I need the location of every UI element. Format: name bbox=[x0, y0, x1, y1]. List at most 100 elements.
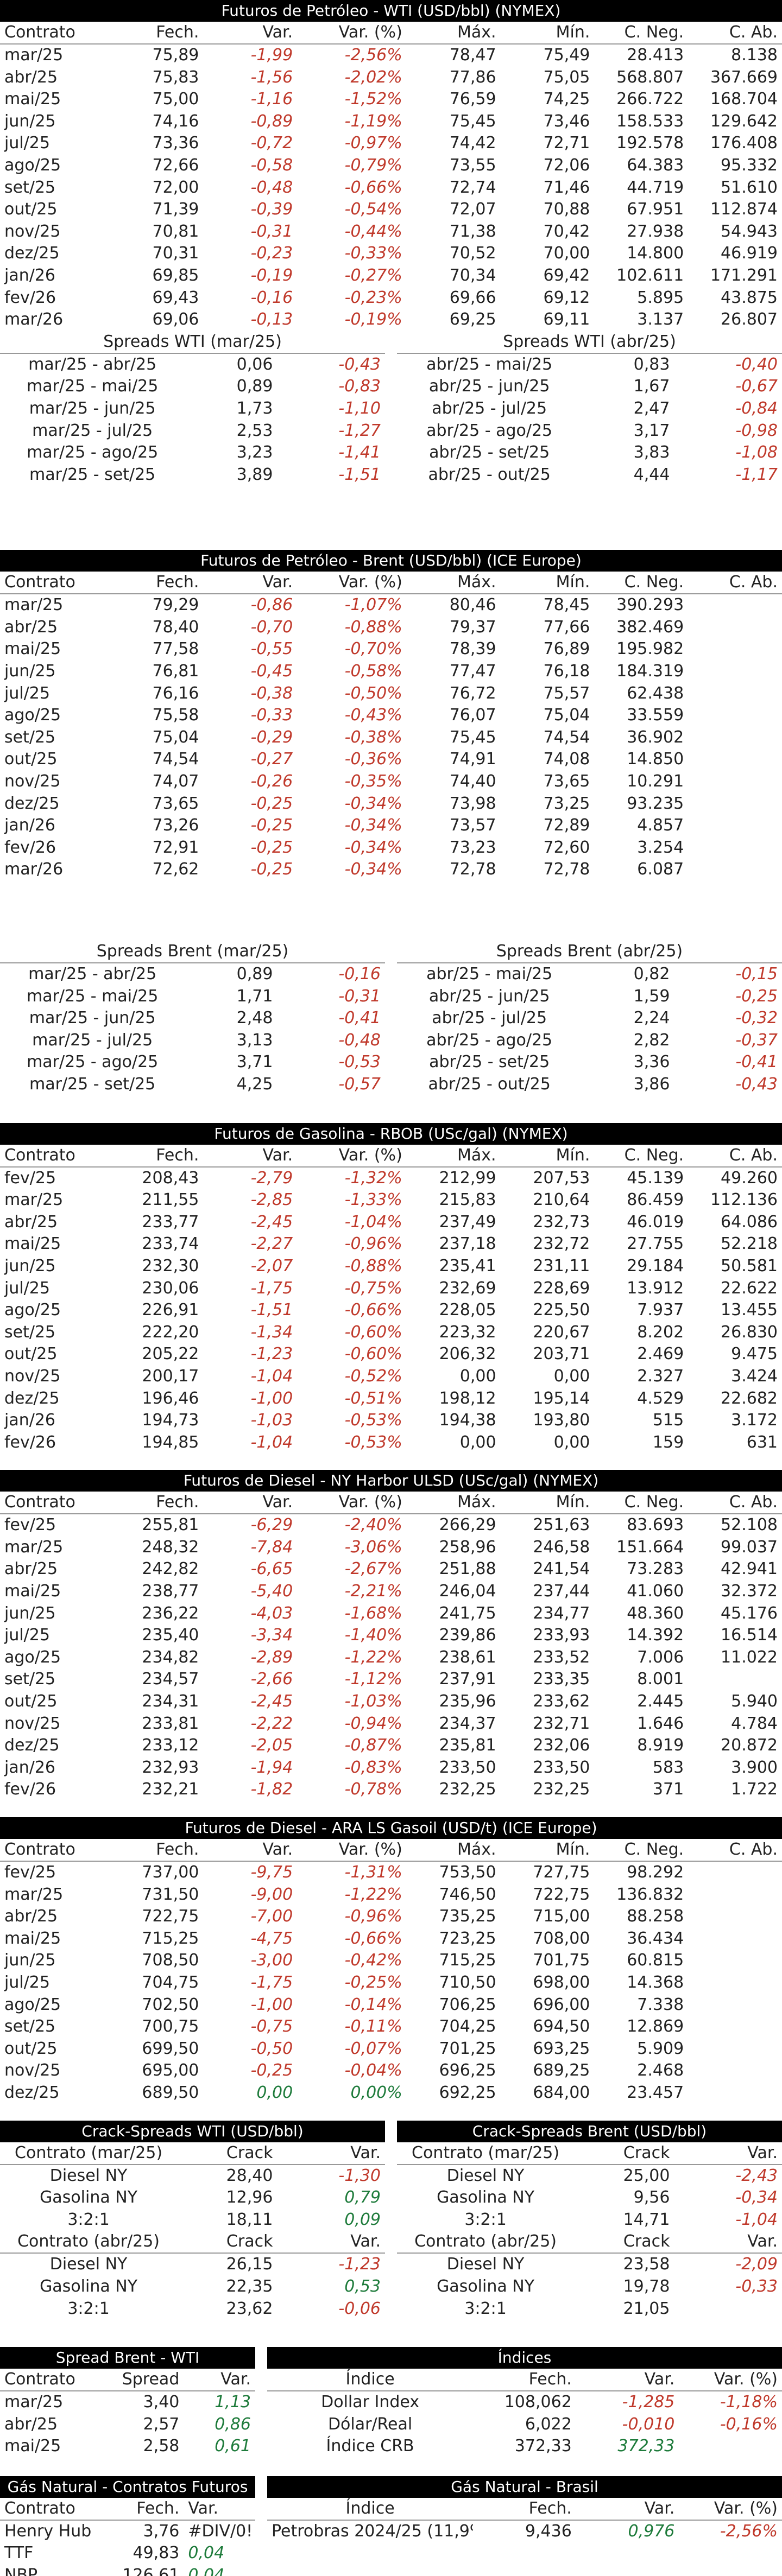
table-cell: 237,18 bbox=[439, 1234, 496, 1254]
col-header: Crack bbox=[177, 2142, 278, 2165]
spread-cell: mar/25 - ago/25 bbox=[27, 1052, 159, 1072]
table-cell: -0,55 bbox=[250, 639, 293, 659]
spread-cell: abr/25 - out/25 bbox=[428, 1074, 551, 1094]
table-cell: 235,41 bbox=[439, 1256, 496, 1276]
table-cell: 3:2:1 bbox=[67, 2299, 110, 2318]
table-cell: 10.291 bbox=[627, 772, 684, 791]
spread-cell: abr/25 - mai/25 bbox=[426, 354, 553, 374]
brent-row: jul/25 76,16 -0,38 -0,50% 76,72 75,57 62.438 bbox=[0, 683, 782, 705]
table-cell: 93.235 bbox=[627, 794, 684, 813]
table-cell: Henry Hub bbox=[4, 2521, 92, 2541]
table-cell: 43.875 bbox=[721, 288, 778, 307]
table-cell: -0,35% bbox=[344, 772, 402, 791]
table-cell: 708,50 bbox=[142, 1951, 199, 1970]
spread-cell: mar/25 - jul/25 bbox=[32, 1030, 153, 1050]
table-cell: -2,05 bbox=[250, 1736, 293, 1755]
col-header: Contrato bbox=[0, 1839, 110, 1862]
spread-row: abr/25 - ago/25 2,82 -0,37 bbox=[397, 1030, 782, 1052]
table-cell bbox=[688, 2060, 782, 2082]
table-cell: -0,48 bbox=[250, 177, 293, 197]
table-row: Gasolina NY 19,78 -0,33 bbox=[397, 2276, 782, 2298]
table-cell: -0,88% bbox=[344, 1256, 402, 1276]
brent-row: nov/25 74,07 -0,26 -0,35% 74,40 73,65 10.291 bbox=[0, 771, 782, 793]
table-cell: 52.218 bbox=[721, 1234, 778, 1254]
table-cell: 70,81 bbox=[152, 221, 199, 241]
table-cell: 0,09 bbox=[344, 2210, 381, 2229]
col-header: Var. (%) bbox=[297, 1839, 407, 1862]
table-cell: 51.610 bbox=[721, 177, 778, 197]
table-cell: 23,62 bbox=[226, 2299, 273, 2318]
table-row: Gasolina NY 22,35 0,53 bbox=[0, 2276, 385, 2298]
table-cell: 192.578 bbox=[616, 134, 684, 153]
table-cell: jul/25 bbox=[4, 1278, 50, 1298]
spread-cell: 0,06 bbox=[236, 354, 273, 374]
table-cell: abr/25 bbox=[4, 1559, 58, 1579]
table-cell: 1.646 bbox=[637, 1714, 684, 1733]
table-cell: -0,25 bbox=[250, 794, 293, 813]
spread-cell: -0,41 bbox=[735, 1052, 778, 1072]
col-header: Mín. bbox=[500, 22, 595, 45]
table-cell: -3,00 bbox=[250, 1951, 293, 1970]
table-cell: 48.360 bbox=[627, 1603, 684, 1623]
table-cell: 3:2:1 bbox=[464, 2299, 507, 2318]
table-cell: 731,50 bbox=[142, 1885, 199, 1904]
brent-spreads-left-title: Spreads Brent (mar/25) bbox=[0, 941, 385, 963]
col-header: Fech. bbox=[473, 2369, 576, 2392]
col-header: Var. bbox=[576, 2497, 679, 2521]
table-cell bbox=[688, 1861, 782, 1884]
table-cell: -1,12% bbox=[344, 1670, 402, 1689]
table-cell: 226,91 bbox=[142, 1300, 199, 1320]
table-cell: 14.800 bbox=[627, 244, 684, 263]
col-header: Var. bbox=[203, 572, 298, 595]
table-cell: 75,57 bbox=[543, 683, 590, 703]
table-cell: 737,00 bbox=[142, 1863, 199, 1882]
table-cell: 41.060 bbox=[627, 1582, 684, 1601]
table-cell: 52.108 bbox=[721, 1515, 778, 1535]
table-cell: mai/25 bbox=[4, 639, 61, 659]
brent-row: fev/26 72,91 -0,25 -0,34% 73,23 72,60 3.254 bbox=[0, 837, 782, 859]
col-header: Contrato bbox=[0, 1492, 110, 1515]
table-row: Gasolina NY 12,96 0,79 bbox=[0, 2187, 385, 2209]
col-header: Mín. bbox=[500, 1492, 595, 1515]
spread-row: abr/25 - mai/25 0,83 -0,40 bbox=[397, 354, 782, 376]
table-cell: 689,25 bbox=[533, 2061, 590, 2080]
table-cell: Diesel NY bbox=[446, 2166, 525, 2185]
col-header: Var. bbox=[203, 1492, 298, 1515]
table-cell: 722,75 bbox=[533, 1885, 590, 1904]
ulsd-row: nov/25 233,81 -2,22 -0,94% 234,37 232,71 1.646… bbox=[0, 1713, 782, 1735]
table-cell: -1,56 bbox=[250, 67, 293, 87]
table-cell: 708,00 bbox=[533, 1928, 590, 1948]
table-cell: 76,81 bbox=[152, 662, 199, 681]
col-header: Crack bbox=[574, 2142, 674, 2165]
table-cell: -3,34 bbox=[250, 1626, 293, 1645]
table-cell: -0,31 bbox=[250, 221, 293, 241]
table-cell: -0,88% bbox=[344, 617, 402, 637]
gasoil-row: fev/25 737,00 -9,75 -1,31% 753,50 727,75 98.29… bbox=[0, 1861, 782, 1884]
table-cell: 26.830 bbox=[721, 1322, 778, 1342]
table-cell: 29.184 bbox=[627, 1256, 684, 1276]
table-cell: 702,50 bbox=[142, 1995, 199, 2014]
col-header: Índice bbox=[267, 2369, 474, 2392]
table-cell: 235,96 bbox=[439, 1692, 496, 1711]
gasoil-row: jul/25 704,75 -1,75 -0,25% 710,50 698,00 14.36… bbox=[0, 1972, 782, 1994]
spread-cell: -0,83 bbox=[338, 377, 381, 396]
table-cell: out/25 bbox=[4, 200, 58, 219]
table-cell: 23,58 bbox=[623, 2255, 670, 2274]
table-cell: 237,44 bbox=[533, 1582, 590, 1601]
table-cell: 74,42 bbox=[449, 134, 496, 153]
table-cell bbox=[688, 1668, 782, 1691]
table-cell: 74,08 bbox=[543, 750, 590, 769]
table-cell: -0,75% bbox=[344, 1278, 402, 1298]
table-row: Gasolina NY 9,56 -0,34 bbox=[397, 2187, 782, 2209]
spread-cell: mar/25 - jun/25 bbox=[29, 398, 156, 418]
table-cell bbox=[688, 638, 782, 661]
table-cell: 232,73 bbox=[533, 1212, 590, 1232]
ulsd-row: jan/26 232,93 -1,94 -0,83% 233,50 233,50 583 3.… bbox=[0, 1757, 782, 1779]
ulsd-table: Contrato Fech. Var. Var. (%) Máx. Mín. C. Neg.… bbox=[0, 1492, 782, 1801]
table-cell: -0,53% bbox=[344, 1432, 402, 1452]
table-cell: 158.533 bbox=[616, 111, 684, 131]
table-cell: 75,89 bbox=[152, 46, 199, 65]
table-cell: -2,56% bbox=[344, 46, 402, 65]
table-cell: 6,022 bbox=[525, 2414, 572, 2434]
spread-row: mar/25 - ago/25 3,23 -1,41 bbox=[0, 442, 385, 464]
